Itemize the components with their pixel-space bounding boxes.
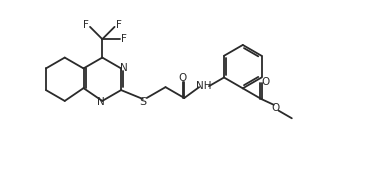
Text: O: O [178, 73, 187, 83]
Text: F: F [83, 20, 89, 30]
Text: O: O [272, 103, 280, 113]
Text: F: F [116, 20, 122, 30]
Text: N: N [98, 97, 105, 107]
Text: O: O [261, 77, 270, 87]
Text: NH: NH [196, 81, 212, 91]
Text: N: N [120, 63, 128, 73]
Text: F: F [121, 34, 126, 44]
Text: S: S [139, 97, 146, 107]
